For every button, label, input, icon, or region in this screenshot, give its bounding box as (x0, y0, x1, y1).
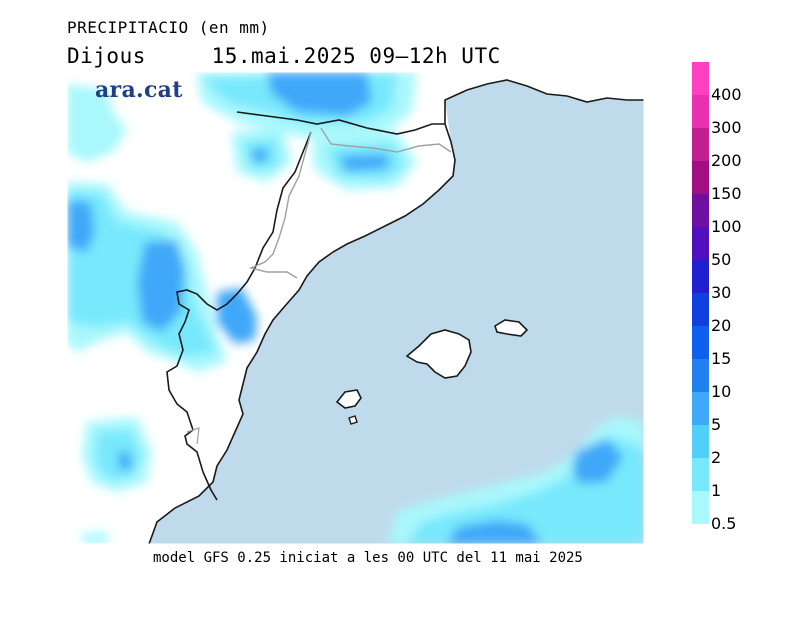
western-region-border (166, 131, 312, 501)
legend-swatch-1 (692, 458, 709, 491)
ara-cat-logo[interactable]: ara.cat (95, 77, 183, 103)
legend-swatch-5 (692, 392, 709, 425)
legend-swatch-150 (692, 161, 709, 194)
legend-label-1: 1 (711, 481, 722, 500)
legend-label-5: 5 (711, 415, 722, 434)
legend-swatch-200 (692, 128, 709, 161)
legend-label-30: 30 (711, 283, 732, 302)
precipitation-map (67, 72, 644, 544)
legend-swatch-2 (692, 425, 709, 458)
forecast-timestamp: 15.mai.2025 09–12h UTC (211, 44, 501, 68)
coastline (148, 79, 644, 544)
legend-swatch-30 (692, 260, 709, 293)
legend-label-20: 20 (711, 316, 732, 335)
legend-label-50: 50 (711, 250, 732, 269)
legend-swatch-100 (692, 194, 709, 227)
ebro-border (186, 427, 200, 445)
forecast-datetime: Dijous 15.mai.2025 09–12h UTC (67, 44, 501, 68)
legend-label-400: 400 (711, 85, 742, 104)
model-info-footer: model GFS 0.25 iniciat a les 00 UTC del … (153, 550, 583, 566)
legend-swatch-20 (692, 293, 709, 326)
legend-swatch-400 (692, 62, 709, 95)
legend-swatch-50 (692, 227, 709, 260)
precipitation-layer (67, 72, 644, 544)
legend-label-150: 150 (711, 184, 742, 203)
legend-label-2: 2 (711, 448, 722, 467)
legend-label-10: 10 (711, 382, 732, 401)
formentera-island (348, 415, 358, 425)
legend-label-100: 100 (711, 217, 742, 236)
internal-border (320, 127, 452, 153)
mediterranean-sea (149, 80, 644, 544)
legend-label-0-5: 0.5 (711, 514, 737, 533)
legend-label-200: 200 (711, 151, 742, 170)
legend-swatch-15 (692, 326, 709, 359)
legend-swatch-300 (692, 95, 709, 128)
legend-label-15: 15 (711, 349, 732, 368)
legend-label-300: 300 (711, 118, 742, 137)
map-variable-title: PRECIPITACIO (en mm) (67, 18, 270, 37)
menorca-island (494, 319, 529, 337)
mallorca-island (405, 329, 472, 379)
legend-swatch-10 (692, 359, 709, 392)
catalonia-border (248, 131, 312, 279)
ibiza-island (335, 389, 362, 409)
legend-swatch-0-5 (692, 491, 709, 524)
precipitation-legend: 400 300 200 150 100 50 30 20 15 10 5 2 1 0.5 (690, 62, 790, 533)
france-spain-border (236, 111, 445, 135)
forecast-day: Dijous (67, 44, 146, 68)
